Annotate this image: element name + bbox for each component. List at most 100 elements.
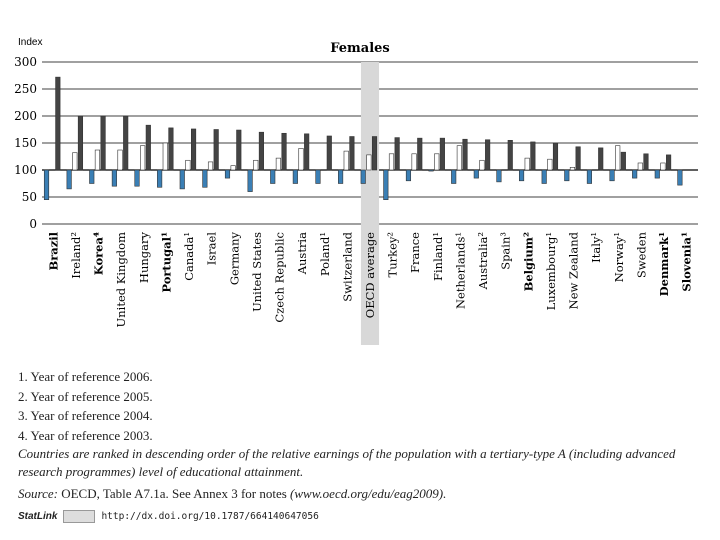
category-label: Luxembourg¹ [544, 232, 558, 310]
bar-below-upper-secondary [338, 169, 344, 184]
y-tick-label: 300 [14, 55, 37, 69]
bar-tertiary-b [162, 142, 168, 171]
category-label: Slovenia¹ [680, 232, 694, 292]
chart-bars [43, 76, 683, 201]
bar-tertiary-b [117, 149, 123, 171]
bar-tertiary-a [507, 140, 513, 171]
category-label: Israel [205, 232, 219, 266]
bar-below-upper-secondary [292, 169, 298, 184]
statlink: StatLink http://dx.doi.org/10.1787/66414… [18, 510, 319, 523]
bar-below-upper-secondary [383, 169, 389, 201]
bar-tertiary-a [55, 76, 61, 171]
bar-below-upper-secondary [518, 169, 525, 182]
source-label: Source: [18, 486, 58, 501]
category-label: Turkey² [386, 232, 400, 277]
footnote-4: 4. Year of reference 2003. [18, 427, 153, 443]
bar-tertiary-a [258, 131, 264, 171]
bar-below-upper-secondary [473, 169, 479, 179]
bar-tertiary-b [479, 159, 485, 171]
bar-tertiary-a [552, 142, 559, 171]
chart-labels: Brazil Ireland² Korea⁴ United Kingdom Hungar… [46, 231, 693, 327]
bar-tertiary-a [394, 137, 400, 171]
category-label: Finland¹ [431, 232, 445, 281]
statlink-url[interactable]: http://dx.doi.org/10.1787/664140647056 [101, 511, 319, 522]
category-label: Sweden [634, 231, 648, 278]
category-label: Australia² [476, 232, 490, 290]
bar-tertiary-b [140, 145, 146, 171]
y-tick-label: 100 [14, 163, 37, 177]
bar-tertiary-a [77, 115, 84, 171]
bar-tertiary-a [485, 139, 491, 171]
bar-below-upper-secondary [202, 169, 208, 188]
bar-tertiary-b [615, 145, 621, 171]
bar-tertiary-b [207, 161, 214, 171]
bar-tertiary-a [371, 136, 378, 171]
bar-tertiary-a [417, 137, 423, 171]
bar-below-upper-secondary [157, 169, 163, 188]
bar-tertiary-b [94, 149, 100, 171]
bar-tertiary-a [304, 133, 310, 171]
bar-tertiary-a [123, 115, 129, 171]
bar-below-upper-secondary [66, 169, 72, 190]
category-label: Canada¹ [182, 232, 196, 281]
bar-tertiary-b [343, 150, 349, 171]
y-tick-label: 250 [14, 82, 37, 96]
bar-tertiary-a [213, 129, 219, 171]
bar-below-upper-secondary [179, 169, 185, 190]
earnings-chart: 0 50 100 150 200 250 300 Brazil Ireland² Korea⁴ U… [14, 37, 698, 345]
source-text: OECD, Table A7.1a. See Annex 3 for notes [61, 486, 287, 501]
bar-tertiary-b [569, 167, 576, 171]
source-url[interactable]: (www.oecd.org/edu/eag2009). [290, 486, 447, 501]
bar-tertiary-b [637, 162, 643, 171]
bar-tertiary-b [660, 162, 666, 171]
bar-tertiary-a [281, 132, 287, 171]
statlink-logo-icon [63, 510, 96, 523]
category-label: Korea⁴ [92, 232, 106, 275]
bar-tertiary-a [643, 153, 649, 171]
bar-tertiary-b [253, 159, 259, 171]
category-label: Austria [295, 232, 309, 275]
footnote-3: 3. Year of reference 2004. [18, 408, 153, 423]
y-tick-label: 200 [14, 109, 37, 123]
bar-tertiary-a [326, 135, 332, 171]
category-label: Poland¹ [318, 232, 332, 276]
bar-below-upper-secondary [632, 169, 638, 179]
chart-title: Females [330, 41, 390, 56]
bar-tertiary-b [524, 157, 530, 171]
bar-tertiary-a [439, 137, 445, 171]
bar-tertiary-b [456, 145, 462, 171]
category-label: Italy¹ [589, 232, 603, 263]
bar-tertiary-b [275, 157, 281, 171]
y-tick-label: 0 [29, 217, 37, 231]
bar-tertiary-b [547, 158, 553, 171]
category-label: United States [250, 232, 264, 312]
bar-below-upper-secondary [586, 169, 592, 184]
bar-tertiary-b [388, 153, 395, 171]
bar-tertiary-a [598, 147, 604, 171]
bar-tertiary-b [72, 152, 78, 171]
y-tick-label: 150 [14, 136, 37, 150]
bar-tertiary-a [100, 115, 106, 171]
bar-tertiary-a [145, 124, 151, 171]
bar-below-upper-secondary [428, 169, 434, 172]
bar-below-upper-secondary [451, 169, 457, 184]
bar-tertiary-b [434, 153, 440, 171]
bar-below-upper-secondary [677, 169, 683, 186]
bar-below-upper-secondary [270, 169, 276, 184]
bar-tertiary-b [411, 153, 417, 171]
bar-below-upper-secondary [89, 169, 95, 184]
footnote-1: 1. Year of reference 2006. [18, 369, 153, 384]
bar-tertiary-a [462, 138, 468, 171]
bar-tertiary-b [366, 154, 372, 171]
category-label: Belgium² [521, 232, 535, 291]
footnotes: 1. Year of reference 2006. 2. Year of re… [18, 367, 708, 504]
category-label: France [408, 232, 422, 273]
bar-below-upper-secondary [315, 169, 321, 184]
bar-tertiary-b [230, 165, 236, 171]
bar-tertiary-a [236, 129, 242, 171]
y-axis-label: Index [18, 37, 42, 48]
y-tick-label: 50 [22, 190, 37, 204]
bar-below-upper-secondary [496, 169, 502, 183]
bar-tertiary-a [530, 141, 536, 171]
bar-below-upper-secondary [654, 169, 660, 179]
